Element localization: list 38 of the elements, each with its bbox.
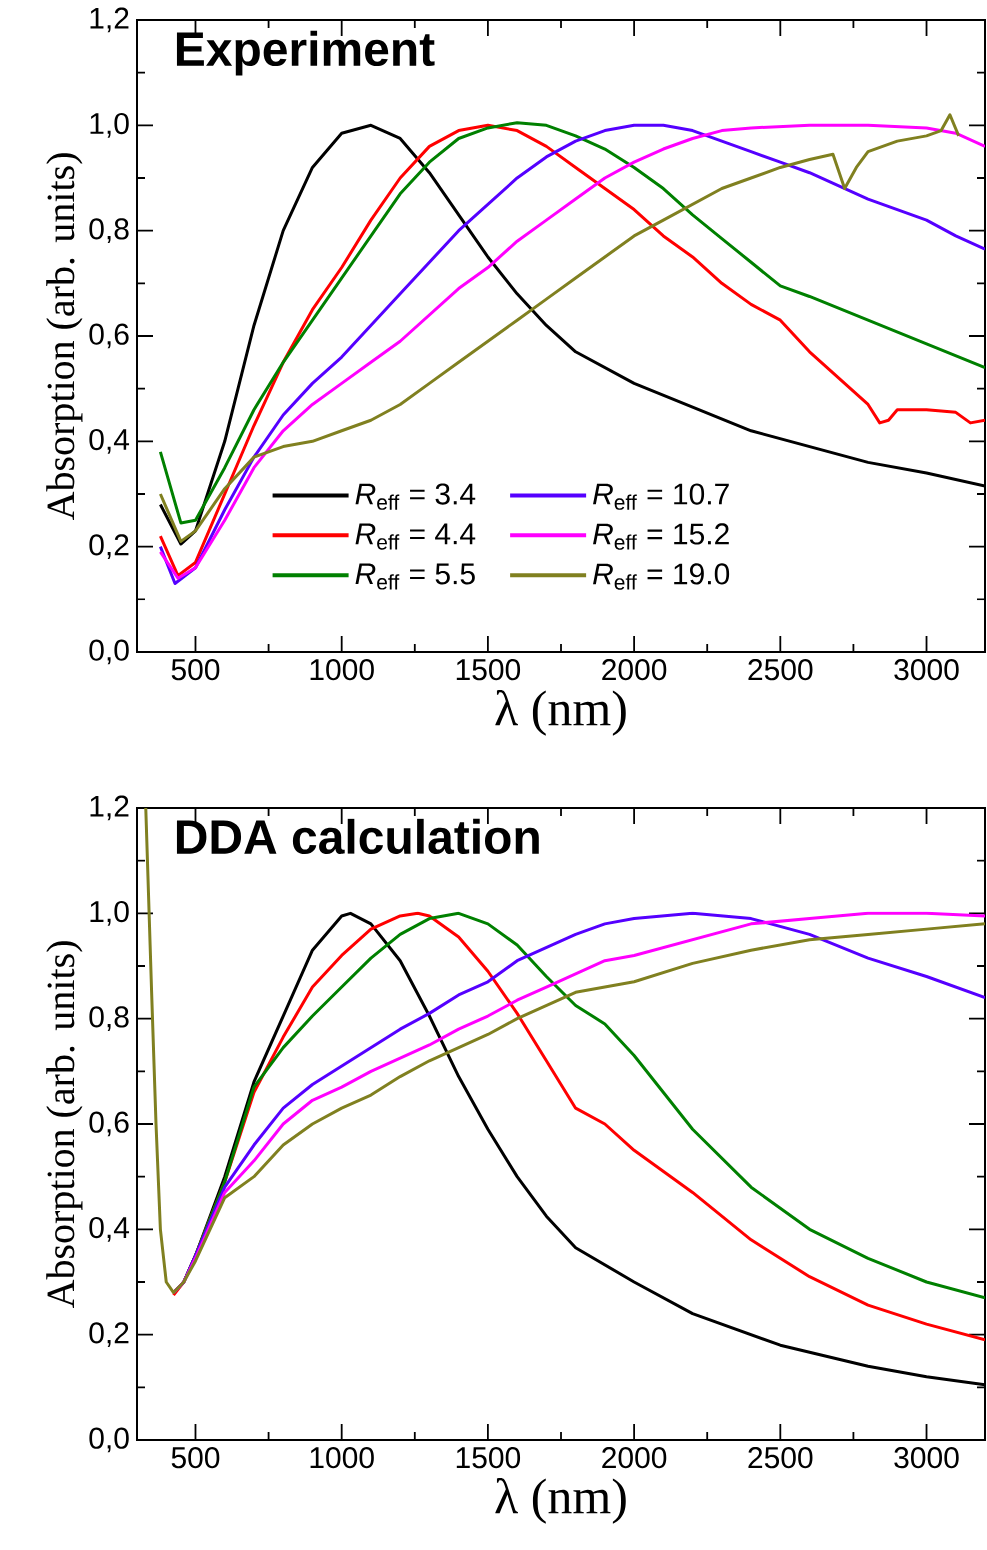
legend-label: R$_{eff}$ = 19.0 [593, 563, 730, 590]
legend-label: R$_{eff}$ = 5.5 [355, 563, 475, 590]
x-tick-label: 500 [171, 1447, 220, 1469]
y-tick-label: 0,8 [89, 218, 129, 244]
chart-title: Experiment [176, 30, 435, 76]
x-tick-label: 1000 [310, 659, 374, 681]
x-axis-title: λ (nm) [495, 1478, 626, 1524]
legend-label: R$_{eff}$ = 4.4 [355, 523, 476, 550]
y-tick-label: 0,6 [89, 323, 129, 349]
y-tick-label: 1,0 [90, 112, 129, 138]
x-tick-label: 500 [171, 659, 220, 681]
y-tick-label: 0,2 [89, 1322, 129, 1348]
x-axis-title: λ (nm) [495, 690, 626, 736]
legend-label: R$_{eff}$ = 15.2 [593, 523, 729, 550]
x-tick-label: 1000 [310, 1447, 374, 1469]
x-tick-label: 2000 [602, 1447, 667, 1469]
y-tick-label: 0,4 [89, 428, 130, 454]
y-tick-label: 0,4 [89, 1216, 130, 1242]
y-tick-label: 0,8 [89, 1006, 129, 1032]
x-tick-label: 3000 [894, 1447, 959, 1469]
y-axis-title: Absorption (arb. units) [46, 941, 83, 1309]
y-tick-label: 0,0 [89, 639, 129, 665]
y-tick-label: 1,2 [90, 7, 129, 33]
y-tick-label: 0,6 [89, 1111, 129, 1137]
chart-title: DDA calculation [176, 818, 539, 855]
x-tick-label: 1500 [456, 659, 521, 681]
x-tick-label: 3000 [894, 659, 959, 681]
y-tick-label: 0,0 [89, 1427, 129, 1453]
y-tick-label: 1,2 [90, 795, 129, 821]
legend-label: R$_{eff}$ = 10.7 [593, 483, 729, 510]
x-tick-label: 2500 [748, 1447, 813, 1469]
x-tick-label: 2500 [748, 659, 813, 681]
y-axis-title: Absorption (arb. units) [46, 153, 83, 521]
x-tick-label: 1500 [456, 1447, 521, 1469]
legend-label: R$_{eff}$ = 3.4 [355, 483, 476, 510]
y-tick-label: 0,2 [89, 534, 129, 560]
y-tick-label: 1,0 [90, 900, 129, 926]
x-tick-label: 2000 [602, 659, 667, 681]
